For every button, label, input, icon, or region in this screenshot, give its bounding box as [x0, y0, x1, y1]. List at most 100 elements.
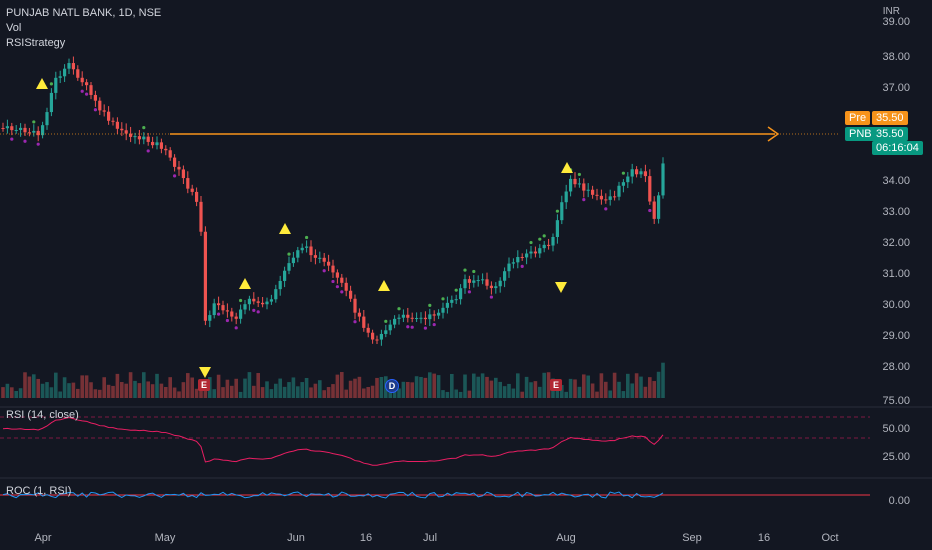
candle-body	[322, 257, 326, 262]
volume-bar	[401, 381, 406, 398]
volume-bar	[388, 389, 392, 398]
volume-bar	[652, 381, 656, 398]
volume-bar	[379, 376, 384, 398]
volume-bar	[80, 375, 84, 398]
rsi-pane-title[interactable]: RSI (14, close)	[6, 409, 79, 421]
volume-bar	[476, 376, 480, 398]
candle-body	[617, 185, 621, 197]
currency-label: INR	[882, 6, 900, 17]
volume-bar	[194, 388, 199, 398]
volume-bar	[344, 389, 348, 398]
candle-body	[362, 316, 366, 328]
price-tick: 32.00	[882, 237, 910, 249]
strategy-signal-dot	[252, 308, 256, 312]
candle-body	[247, 298, 251, 305]
candle-body	[309, 246, 313, 256]
time-tick: May	[154, 532, 176, 544]
strategy-signal-dot	[428, 303, 432, 307]
volume-bar	[436, 375, 441, 398]
candle-body	[124, 130, 128, 134]
volume-bar	[555, 385, 560, 398]
strategy-signal-dot	[335, 285, 339, 289]
volume-bar	[498, 381, 502, 398]
volume-bar	[300, 382, 304, 398]
volume-bar	[335, 374, 340, 398]
candle-body	[5, 126, 9, 129]
price-tick: 28.00	[882, 361, 910, 373]
strategy-signal-dot	[36, 142, 40, 146]
strategy-signal-dot	[582, 198, 586, 202]
strategy-signal-dot	[305, 235, 309, 240]
rsi-tick: 50.00	[882, 423, 910, 435]
symbol-title[interactable]: PUNJAB NATL BANK, 1D, NSE	[6, 7, 162, 19]
candle-body	[98, 100, 102, 111]
candle-body	[445, 302, 449, 308]
buy-signal-triangle-icon	[239, 278, 251, 289]
volume-bar	[353, 378, 357, 398]
earnings-event-icon[interactable]: E	[550, 379, 562, 391]
candle-body	[256, 301, 260, 303]
candle-body	[485, 279, 489, 286]
chart-legend: PUNJAB NATL BANK, 1D, NSE Vol RSIStrateg…	[6, 6, 161, 51]
strategy-signal-dot	[287, 252, 291, 256]
strategy-signal-dot	[489, 295, 493, 299]
volume-bar	[278, 378, 282, 398]
price-tick: 33.00	[882, 206, 910, 218]
strategy-signal-dot	[256, 310, 260, 314]
price-tick: 29.00	[882, 330, 910, 342]
candle-body	[63, 68, 67, 77]
strategy-signal-dot	[397, 307, 401, 311]
volume-bar	[93, 389, 98, 398]
candle-body	[608, 196, 612, 200]
volume-bar	[397, 388, 401, 398]
strategy-signal-dot	[146, 149, 150, 153]
candle-body	[481, 279, 485, 281]
volume-bar	[357, 376, 362, 398]
candle-body	[269, 299, 273, 302]
volume-bar	[32, 374, 36, 398]
earnings-event-icon[interactable]: E	[198, 379, 210, 391]
dividend-event-icon[interactable]: D	[385, 379, 399, 393]
candle-body	[300, 247, 304, 251]
volume-bar	[643, 386, 648, 398]
volume-bar	[573, 379, 577, 398]
candle-body	[80, 77, 84, 83]
strategy-signal-dot	[621, 171, 626, 175]
rsi-line	[2, 417, 664, 466]
buy-signal-triangle-icon	[378, 280, 390, 291]
candle-body	[36, 130, 40, 136]
candle-body	[476, 280, 480, 282]
price-tick: 34.00	[882, 175, 910, 187]
candle-body	[533, 251, 537, 254]
strategy-indicator-label[interactable]: RSIStrategy	[6, 37, 66, 49]
strategy-signal-dot	[173, 174, 177, 178]
volume-indicator-label[interactable]: Vol	[6, 22, 22, 34]
roc-pane-title[interactable]: ROC (1, RSI)	[6, 485, 72, 497]
candle-body	[595, 194, 599, 196]
volume-bar	[322, 390, 326, 398]
volume-bar	[463, 374, 467, 398]
candle-body	[221, 305, 225, 311]
candle-body	[577, 183, 581, 185]
candle-body	[573, 178, 577, 185]
volume-bar	[212, 389, 216, 398]
candle-body	[129, 133, 133, 137]
volume-bar	[146, 381, 150, 398]
volume-bar	[256, 373, 260, 398]
price-tick: 37.00	[882, 82, 910, 94]
candle-body	[115, 121, 119, 129]
candle-body	[335, 272, 339, 278]
candle-body	[538, 248, 542, 254]
strategy-signal-dot	[555, 209, 560, 213]
candle-body	[639, 171, 643, 175]
roc-tick: 0.00	[888, 495, 910, 507]
candle-body	[498, 280, 502, 287]
volume-bar	[304, 377, 309, 398]
last-price-tag: 35.50	[872, 127, 908, 141]
candle-body	[177, 166, 181, 170]
volume-bar	[260, 387, 265, 398]
strategy-signal-dot	[85, 92, 89, 96]
strategy-signal-dot	[463, 268, 467, 272]
volume-bar	[106, 384, 111, 398]
